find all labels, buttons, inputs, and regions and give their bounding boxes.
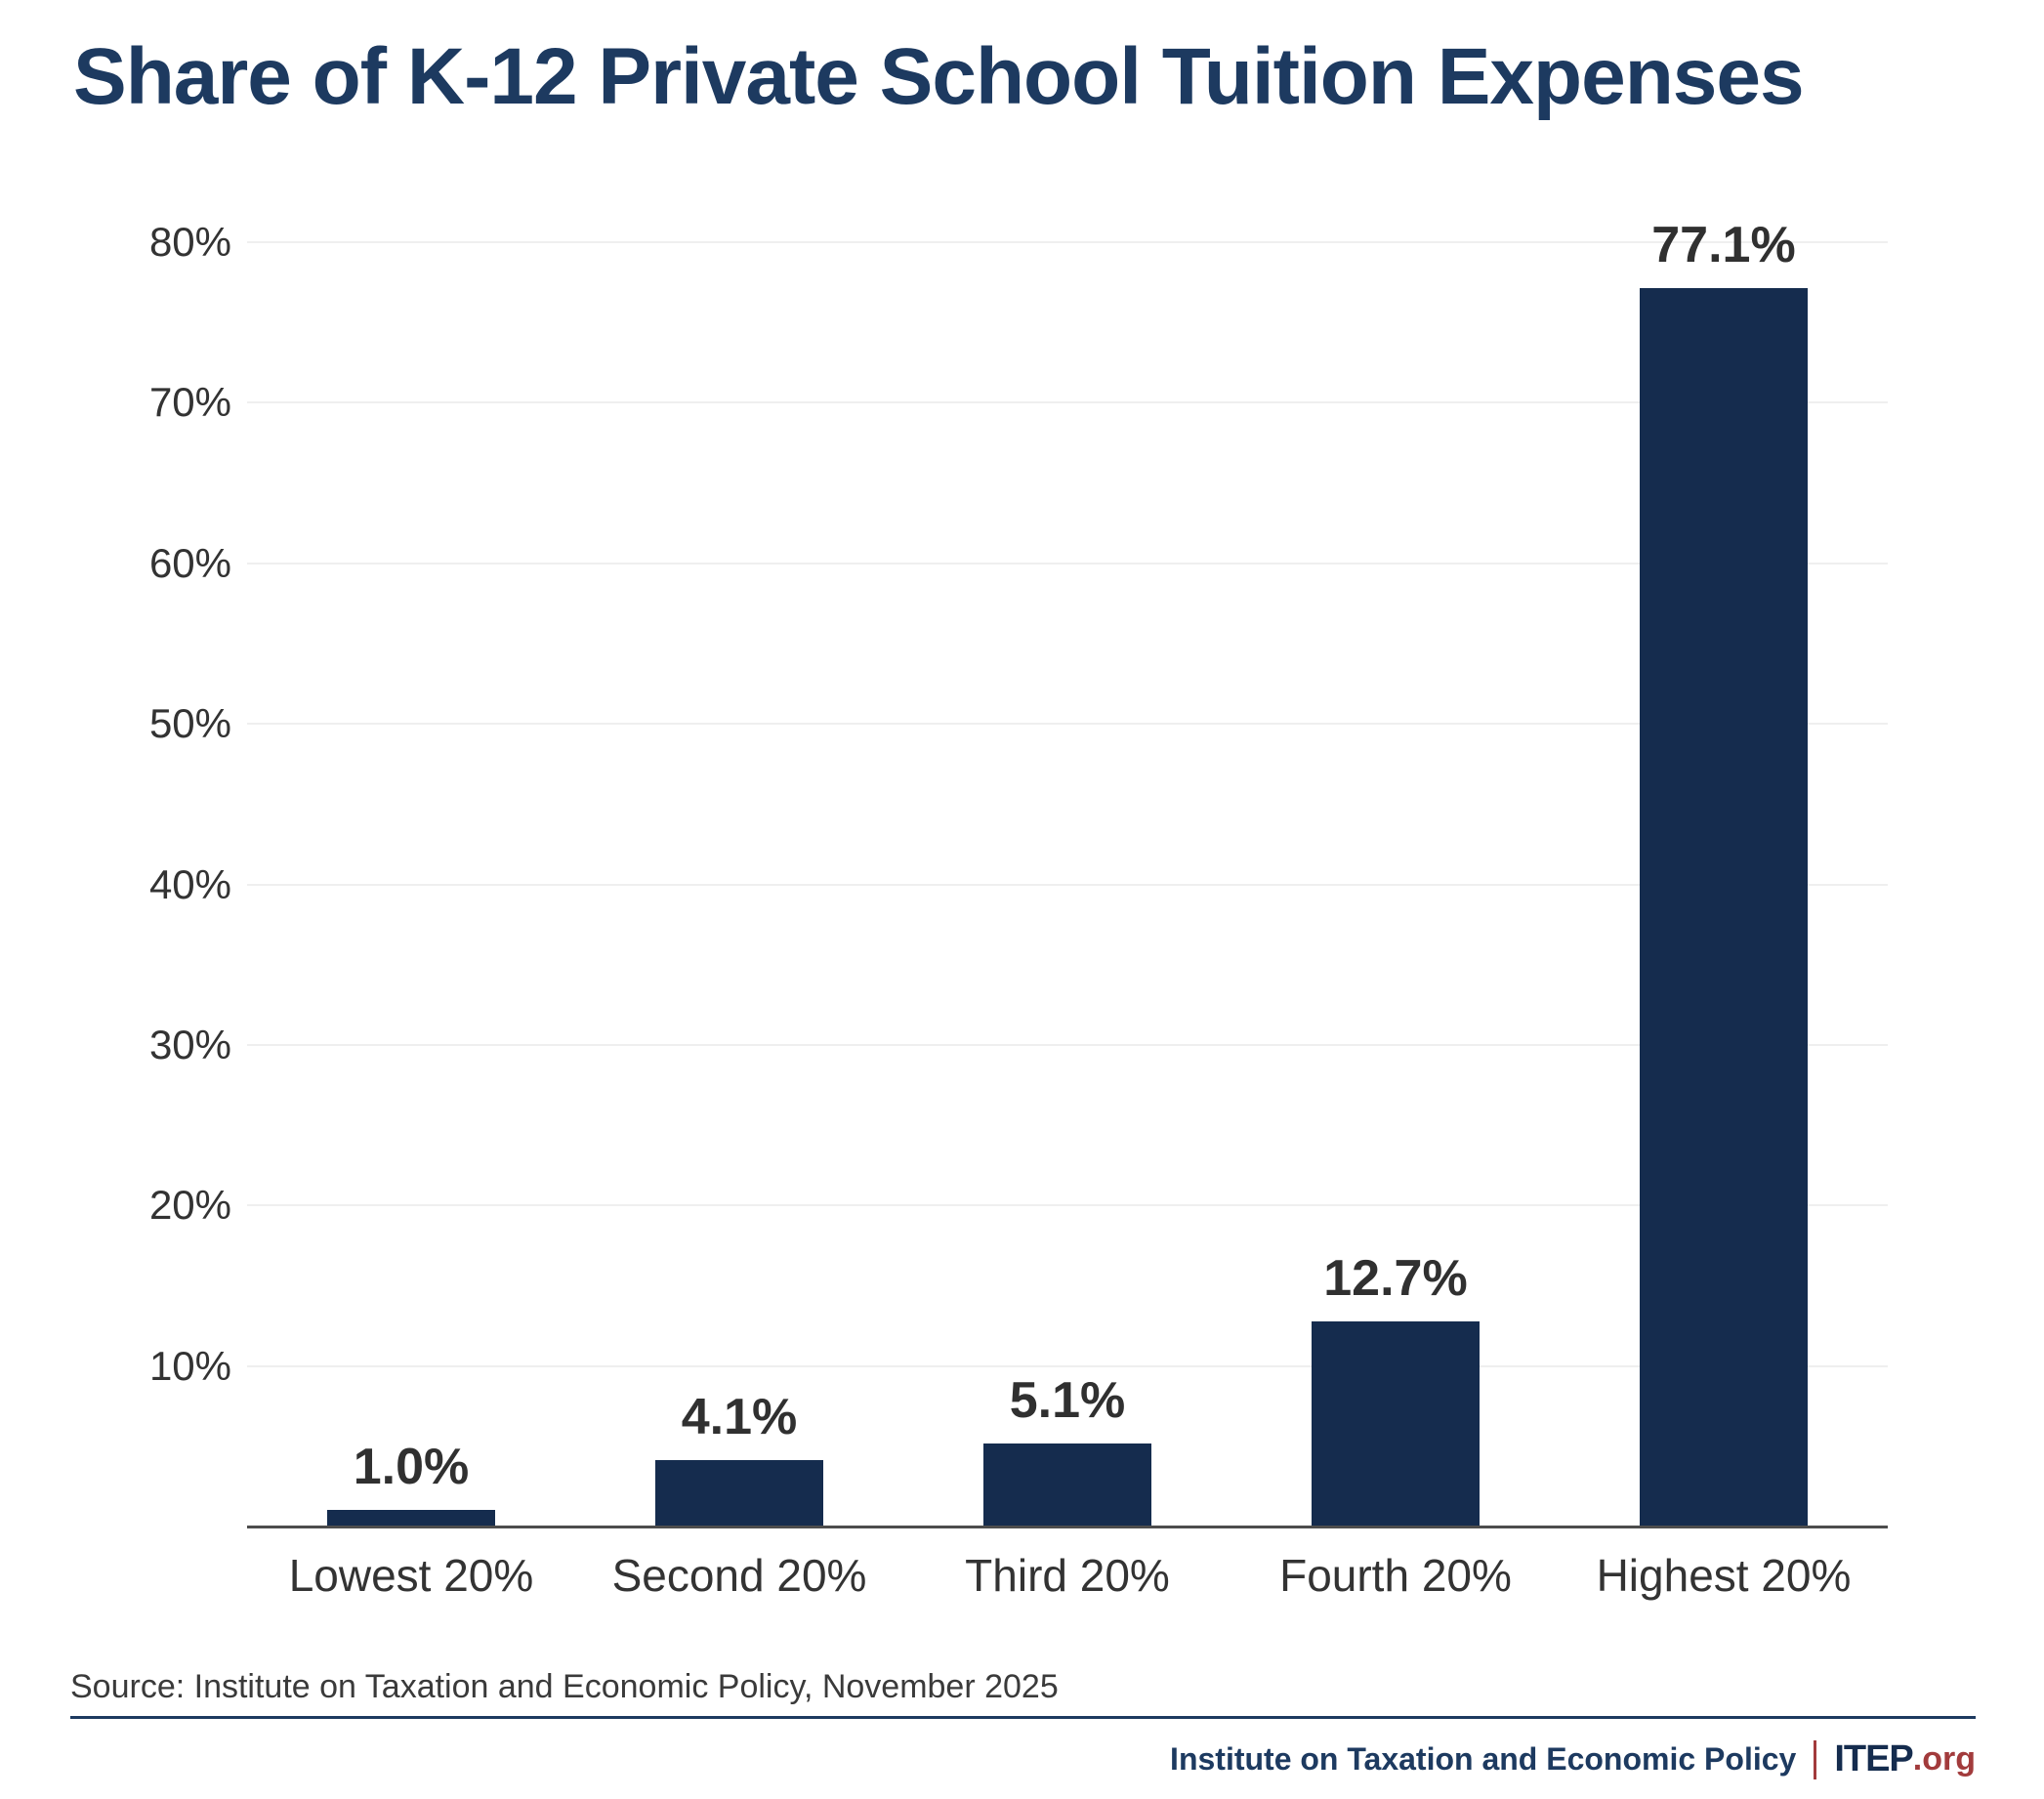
footer-brand-suffix: .org: [1912, 1740, 1976, 1778]
gridline: [247, 401, 1888, 404]
gridline: [247, 1204, 1888, 1207]
y-tick-label: 70%: [148, 379, 231, 426]
bar: [983, 1443, 1151, 1526]
bar: [1640, 287, 1808, 1526]
y-tick-label: 10%: [148, 1342, 231, 1389]
y-tick-label: 20%: [148, 1182, 231, 1229]
bar: [1312, 1321, 1480, 1526]
footer: Institute on Taxation and Economic Polic…: [1170, 1738, 1976, 1780]
x-axis-line: [247, 1526, 1888, 1528]
bar-series: 1.0% Lowest 20% 4.1% Second 20% 5.1% Third 20…: [247, 220, 1888, 1601]
x-axis-label: Third 20%: [965, 1550, 1170, 1601]
bar-slot: 5.1% Third 20%: [903, 241, 1231, 1601]
bar-slot: 12.7% Fourth 20%: [1231, 241, 1560, 1601]
x-axis-label: Highest 20%: [1596, 1550, 1852, 1601]
bar: [655, 1459, 823, 1526]
bar-value-label: 4.1%: [681, 1388, 798, 1445]
bar-value-label: 5.1%: [1009, 1372, 1126, 1430]
gridline: [247, 562, 1888, 565]
x-axis-label: Lowest 20%: [288, 1550, 534, 1601]
x-axis-label: Fourth 20%: [1279, 1550, 1512, 1601]
bar-value-label: 77.1%: [1651, 216, 1796, 273]
y-tick-label: 30%: [148, 1021, 231, 1067]
bar-chart-plot-area: 1.0% Lowest 20% 4.1% Second 20% 5.1% Third 20…: [149, 220, 1888, 1601]
gridline: [247, 723, 1888, 726]
footer-org-name: Institute on Taxation and Economic Polic…: [1170, 1741, 1797, 1777]
y-tick-label: 50%: [148, 700, 231, 747]
x-axis-label: Second 20%: [611, 1550, 867, 1601]
bar: [327, 1509, 495, 1526]
bar-slot: 1.0% Lowest 20%: [247, 241, 575, 1601]
y-tick-label: 60%: [148, 539, 231, 586]
footer-separator-bar: [1814, 1739, 1817, 1779]
y-tick-label: 80%: [148, 219, 231, 265]
bar-value-label: 12.7%: [1323, 1250, 1468, 1308]
bar-value-label: 1.0%: [353, 1438, 470, 1495]
gridline: [247, 883, 1888, 886]
footer-divider-rule: [70, 1716, 1976, 1719]
chart-title: Share of K-12 Private School Tuition Exp…: [73, 32, 1805, 121]
bar-slot: 77.1% Highest 20%: [1560, 220, 1888, 1601]
gridline: [247, 1364, 1888, 1367]
footer-brand-logo: ITEP: [1834, 1738, 1913, 1779]
source-note: Source: Institute on Taxation and Econom…: [70, 1668, 1059, 1705]
gridline: [247, 1043, 1888, 1046]
bar-slot: 4.1% Second 20%: [575, 241, 903, 1601]
gridline: [247, 241, 1888, 243]
y-tick-label: 40%: [148, 860, 231, 907]
